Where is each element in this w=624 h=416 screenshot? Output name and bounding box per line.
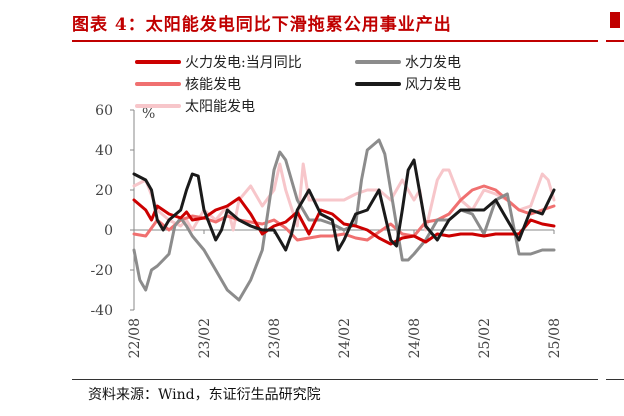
y-tick-label: -20 (90, 263, 113, 279)
footer-divider (72, 379, 598, 380)
x-tick-label: 23/08 (267, 318, 283, 358)
y-axis-unit: % (142, 106, 155, 122)
series-line-wind (132, 158, 556, 252)
title-bar: 图表 4：太阳能发电同比下滑拖累公用事业产出 (72, 6, 598, 42)
y-tick-label: -40 (90, 303, 113, 319)
x-tick-label: 24/08 (407, 318, 423, 358)
adjacent-title-glyph (610, 12, 620, 28)
adjacent-figure-edge (606, 6, 624, 42)
series-line-thermal (132, 196, 556, 246)
figure-title: 图表 4：太阳能发电同比下滑拖累公用事业产出 (72, 15, 452, 35)
adjacent-footer-divider (606, 379, 624, 380)
x-tick-label: 25/02 (477, 318, 493, 358)
x-tick-label: 23/02 (197, 318, 213, 358)
legend-label-wind: 风力发电 (405, 77, 461, 93)
x-tick-label: 25/08 (547, 318, 563, 358)
legend-label-nuclear: 核能发电 (185, 77, 241, 93)
y-tick-label: 60 (95, 103, 113, 119)
y-tick-label: 0 (104, 223, 113, 239)
legend-label-hydro: 水力发电 (405, 55, 461, 71)
y-tick-label: 20 (95, 183, 113, 199)
x-tick-label: 22/08 (127, 318, 143, 358)
y-tick-label: 40 (95, 143, 113, 159)
x-tick-label: 24/02 (337, 318, 353, 358)
legend-label-solar: 太阳能发电 (185, 99, 255, 115)
legend-label-thermal: 火力发电:当月同比 (185, 55, 302, 71)
source-note: 资料来源：Wind，东证衍生品研究院 (88, 387, 321, 403)
